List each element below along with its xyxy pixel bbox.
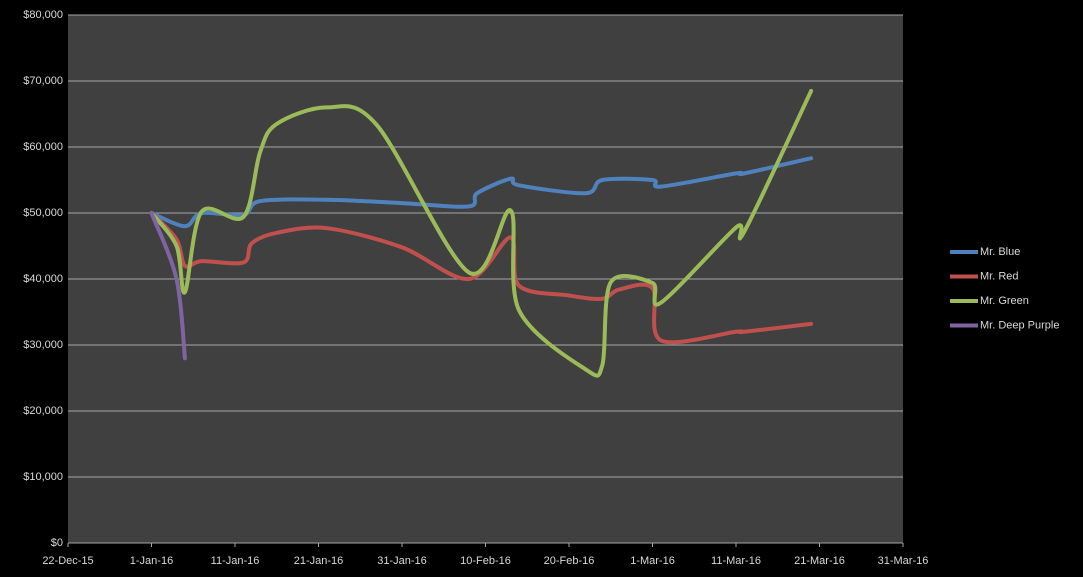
y-tick-label: $80,000: [23, 9, 63, 21]
legend-label: Mr. Deep Purple: [980, 319, 1059, 331]
x-tick-label: 31-Jan-16: [377, 555, 427, 567]
y-tick-label: $50,000: [23, 207, 63, 219]
series-line: [149, 211, 187, 361]
y-tick-label: $70,000: [23, 75, 63, 87]
legend-label: Mr. Red: [980, 270, 1019, 282]
x-tick-label: 22-Dec-15: [42, 555, 93, 567]
series-line: [149, 211, 814, 345]
x-tick-label: 21-Mar-16: [794, 555, 845, 567]
x-tick-label: 10-Feb-16: [460, 555, 511, 567]
x-tick-label: 31-Mar-16: [878, 555, 929, 567]
y-tick-label: $30,000: [23, 339, 63, 351]
y-tick-label: $60,000: [23, 141, 63, 153]
series-line: [149, 88, 814, 378]
x-tick-label: 11-Jan-16: [211, 555, 260, 567]
x-tick-label: 1-Jan-16: [130, 555, 173, 567]
x-tick-label: 1-Mar-16: [630, 555, 675, 567]
y-tick-label: $40,000: [23, 273, 63, 285]
x-tick-label: 11-Mar-16: [711, 555, 761, 567]
x-tick-label: 21-Jan-16: [294, 555, 344, 567]
y-tick-label: $20,000: [23, 405, 63, 417]
y-tick-label: $10,000: [23, 471, 63, 483]
y-tick-label: $0: [51, 537, 63, 549]
x-tick-label: 20-Feb-16: [544, 555, 595, 567]
legend-label: Mr. Green: [980, 295, 1029, 307]
legend-label: Mr. Blue: [980, 246, 1020, 258]
